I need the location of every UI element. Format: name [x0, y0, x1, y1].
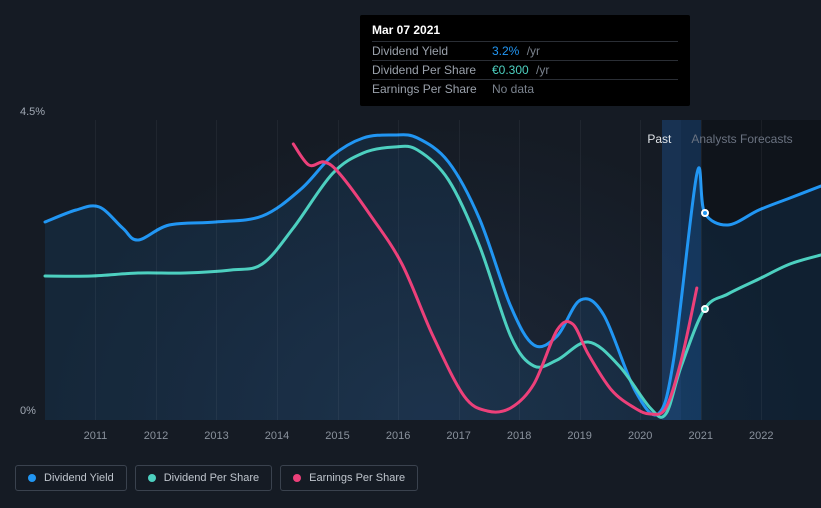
- x-tick: 2017: [446, 430, 470, 442]
- x-tick: 2020: [628, 430, 652, 442]
- x-tick: 2019: [567, 430, 591, 442]
- chart-legend: Dividend Yield Dividend Per Share Earnings…: [15, 465, 418, 491]
- gridline: [95, 120, 96, 420]
- tooltip-row: Dividend Per Share€0.300 /yr: [372, 60, 678, 79]
- tooltip-row-label: Earnings Per Share: [372, 82, 492, 96]
- legend-dot-icon: [293, 474, 301, 482]
- legend-item-dividend-per-share[interactable]: Dividend Per Share: [135, 465, 272, 491]
- legend-item-earnings-per-share[interactable]: Earnings Per Share: [280, 465, 418, 491]
- x-tick: 2022: [749, 430, 773, 442]
- legend-label: Dividend Yield: [44, 472, 114, 484]
- gridline: [580, 120, 581, 420]
- gridline: [338, 120, 339, 420]
- tooltip-row-value: €0.300 /yr: [492, 63, 549, 77]
- x-tick: 2021: [688, 430, 712, 442]
- legend-item-dividend-yield[interactable]: Dividend Yield: [15, 465, 127, 491]
- x-tick: 2016: [386, 430, 410, 442]
- tooltip-row-label: Dividend Per Share: [372, 63, 492, 77]
- tooltip-row: Earnings Per ShareNo data: [372, 79, 678, 98]
- tooltip-row-value: 3.2% /yr: [492, 44, 540, 58]
- tooltip-row: Dividend Yield3.2% /yr: [372, 41, 678, 60]
- x-tick: 2011: [84, 430, 108, 442]
- gridline: [459, 120, 460, 420]
- tooltip-title: Mar 07 2021: [372, 23, 678, 37]
- y-axis-top-label: 4.5%: [20, 106, 45, 118]
- x-tick: 2014: [265, 430, 289, 442]
- gridline: [761, 120, 762, 420]
- gridline: [277, 120, 278, 420]
- gridline: [398, 120, 399, 420]
- chart-lines: [45, 120, 821, 420]
- gridline: [156, 120, 157, 420]
- legend-label: Earnings Per Share: [309, 472, 405, 484]
- x-tick: 2012: [144, 430, 168, 442]
- chart-tooltip: Mar 07 2021 Dividend Yield3.2% /yrDivide…: [360, 15, 690, 106]
- tooltip-row-label: Dividend Yield: [372, 44, 492, 58]
- tooltip-row-value: No data: [492, 82, 534, 96]
- x-axis: 2011 2012 2013 2014 2015 2016 2017 2018 2019 2020…: [45, 430, 821, 450]
- gridline: [519, 120, 520, 420]
- legend-dot-icon: [148, 474, 156, 482]
- x-tick: 2015: [325, 430, 349, 442]
- series-fill-dividend_yield: [45, 135, 821, 420]
- plot-area[interactable]: Past Analysts Forecasts: [45, 120, 821, 420]
- x-tick: 2018: [507, 430, 531, 442]
- legend-label: Dividend Per Share: [164, 472, 259, 484]
- gridline: [640, 120, 641, 420]
- gridline: [216, 120, 217, 420]
- series-marker-dividend_per_share: [701, 305, 709, 313]
- series-marker-dividend_yield: [701, 209, 709, 217]
- tooltip-rows: Dividend Yield3.2% /yrDividend Per Share…: [372, 41, 678, 98]
- y-axis-bottom-label: 0%: [20, 405, 36, 417]
- x-tick: 2013: [204, 430, 228, 442]
- legend-dot-icon: [28, 474, 36, 482]
- gridline: [701, 120, 702, 420]
